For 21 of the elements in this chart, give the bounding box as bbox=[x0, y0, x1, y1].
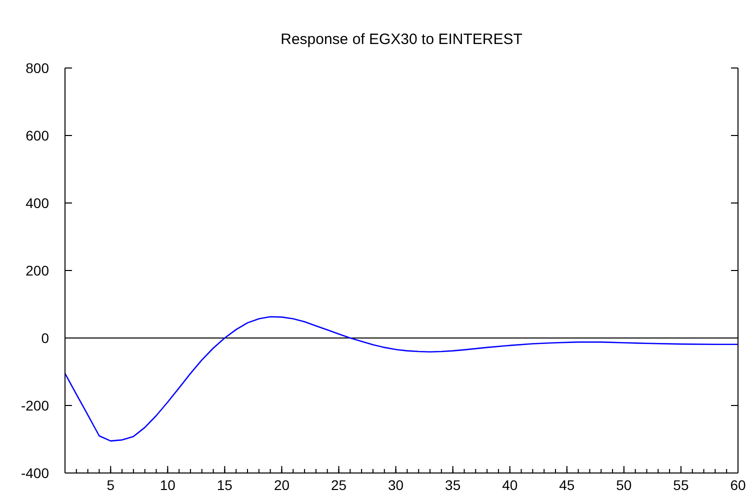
x-tick-label: 50 bbox=[616, 477, 632, 493]
line-series bbox=[64, 316, 739, 442]
x-tick-label: 10 bbox=[160, 477, 176, 493]
x-tick-label: 5 bbox=[106, 477, 115, 493]
y-tick-label: -400 bbox=[20, 465, 50, 481]
chart-title: Response of EGX30 to EINTEREST bbox=[280, 31, 522, 48]
y-tick-label: 800 bbox=[26, 60, 50, 76]
x-tick-label: 35 bbox=[445, 477, 461, 493]
x-tick-label: 40 bbox=[502, 477, 518, 493]
y-tick-label: 200 bbox=[26, 262, 50, 278]
x-tick-label: 60 bbox=[730, 477, 746, 493]
x-tick-label: 20 bbox=[274, 477, 290, 493]
y-tick-label: 600 bbox=[26, 128, 50, 144]
y-tick-label: 400 bbox=[26, 195, 50, 211]
y-tick-label: -200 bbox=[20, 398, 50, 414]
x-tick-label: 15 bbox=[216, 477, 233, 493]
y-tick-label: 0 bbox=[41, 330, 50, 346]
x-tick-label: 55 bbox=[673, 477, 689, 493]
x-tick-label: 30 bbox=[388, 477, 404, 493]
x-tick-label: 45 bbox=[559, 477, 575, 493]
x-tick-label: 25 bbox=[330, 477, 347, 493]
